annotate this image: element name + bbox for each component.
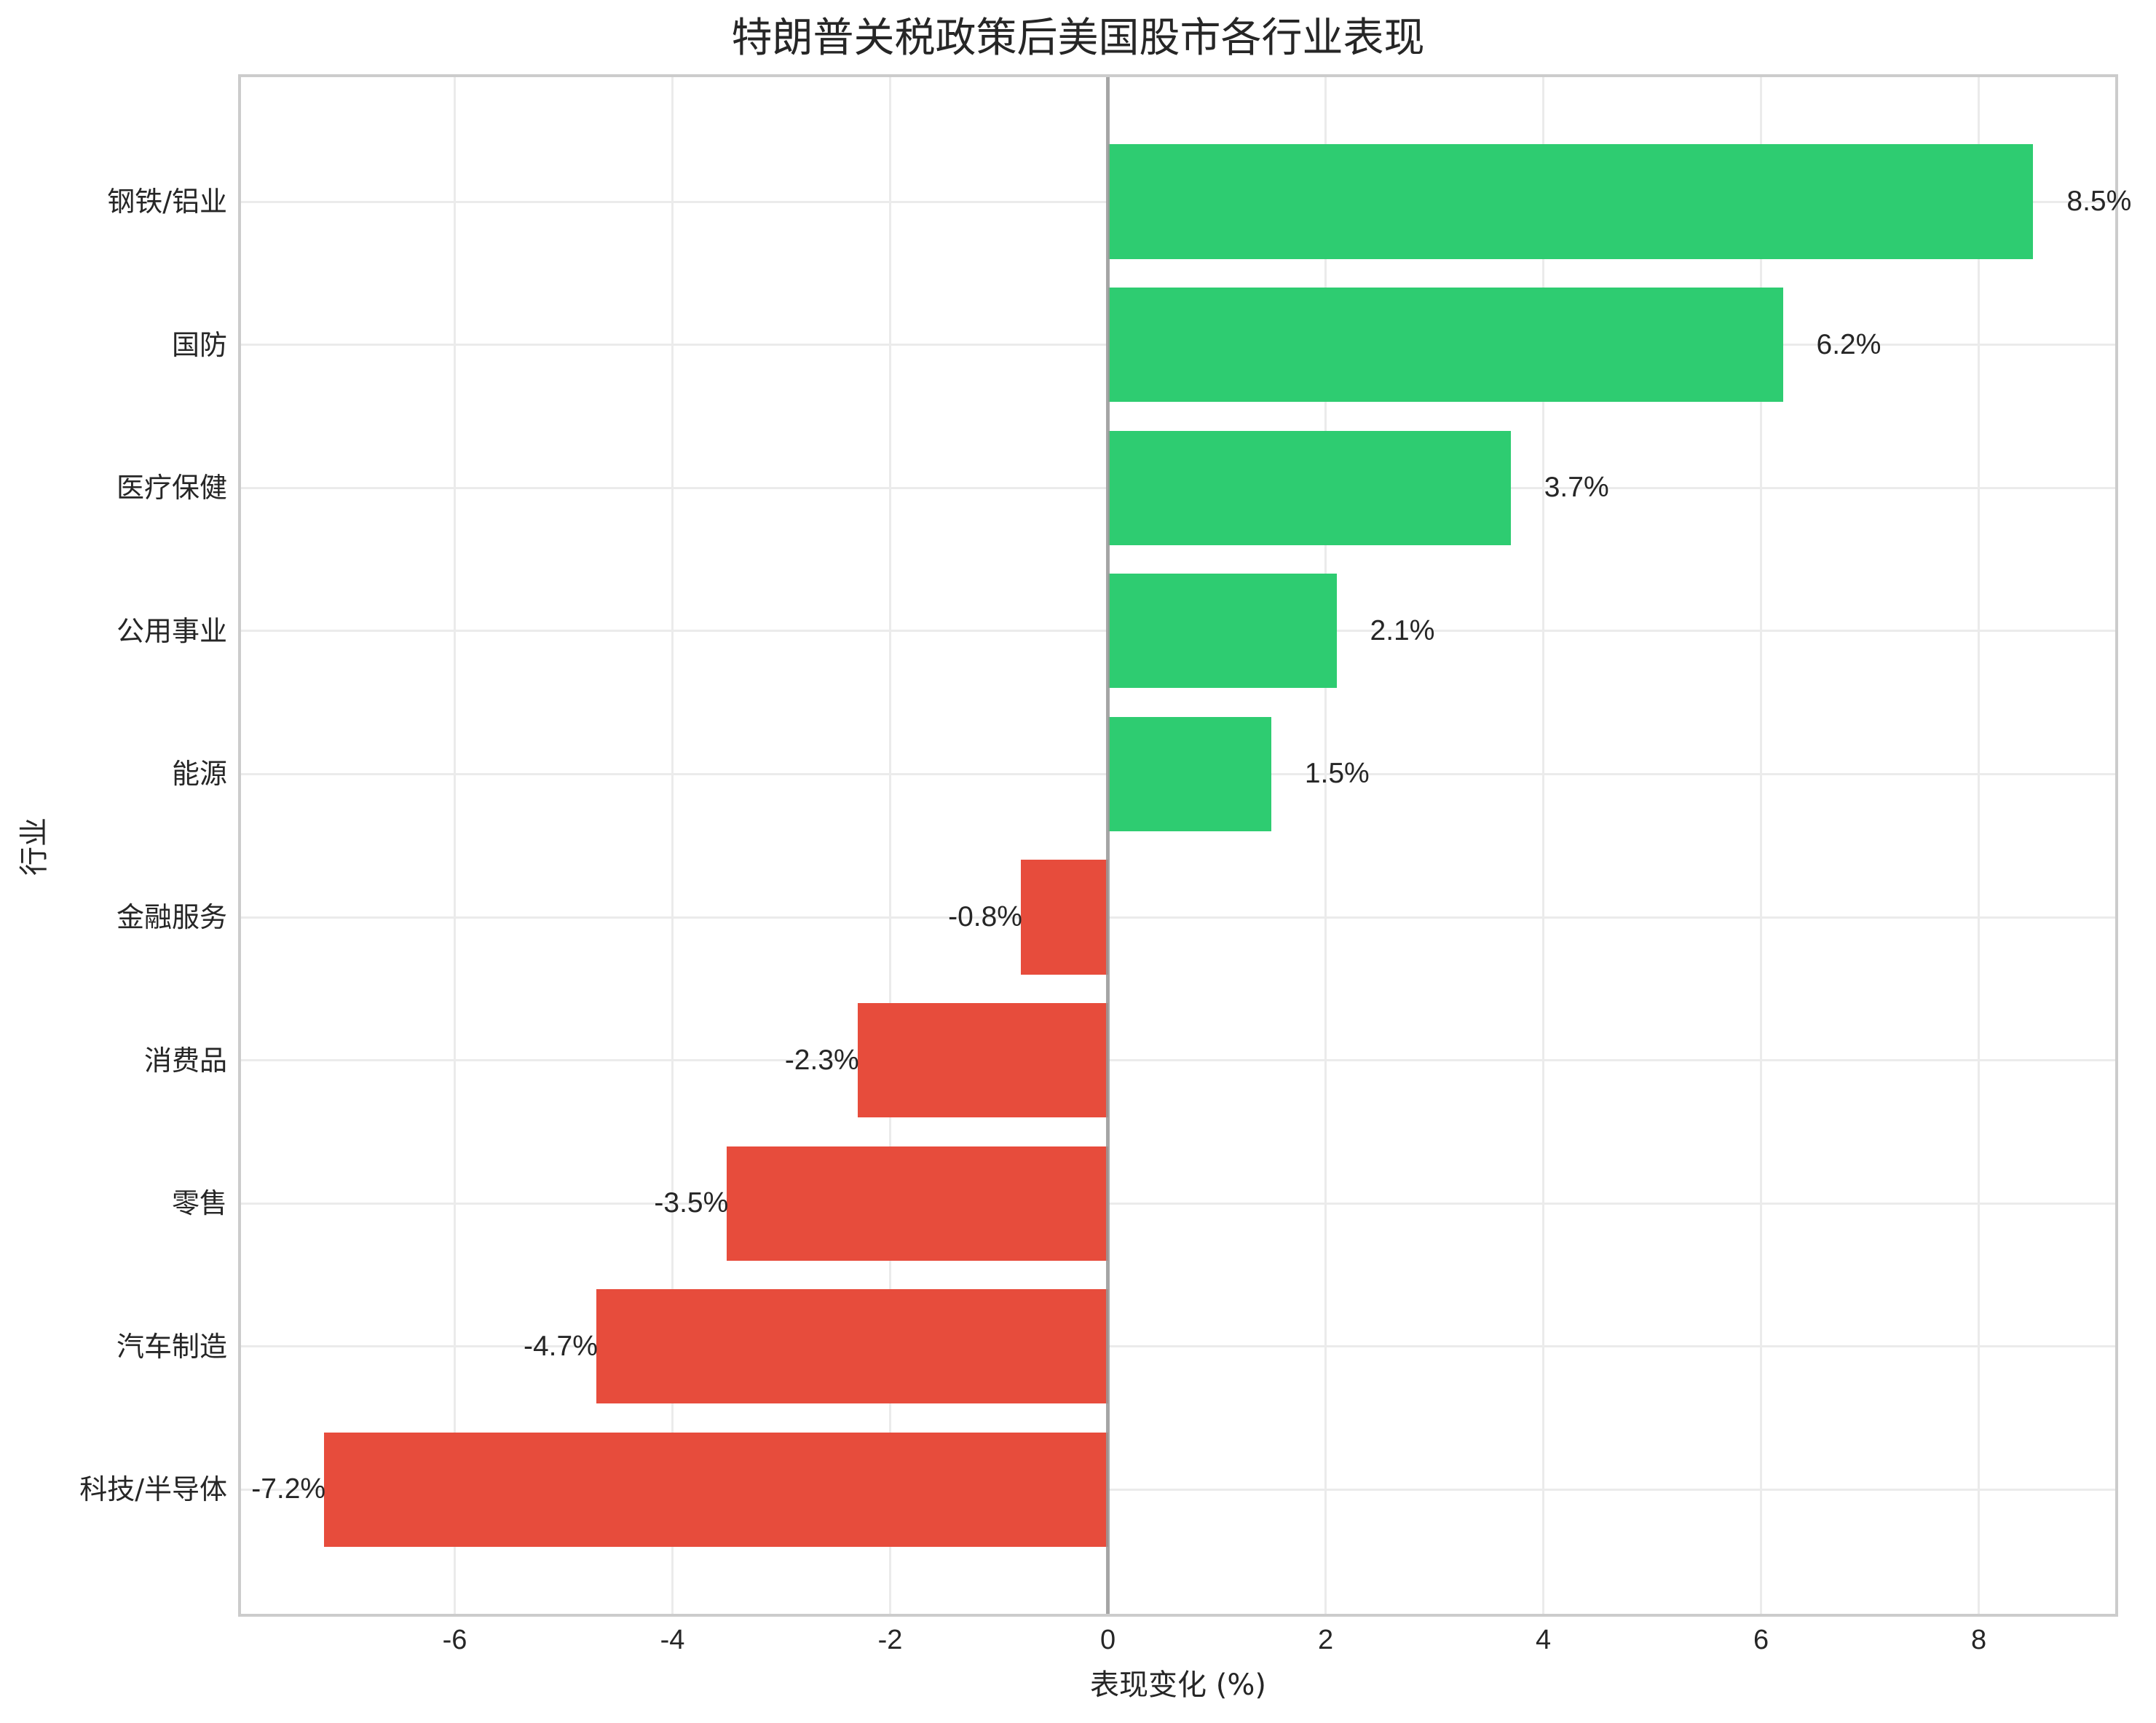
value-label: 3.7% <box>1544 472 1609 504</box>
bar-8 <box>596 1289 1108 1404</box>
y-axis-label: 行业 <box>17 817 51 876</box>
value-label: 1.5% <box>1304 758 1370 790</box>
bar-4 <box>1107 716 1271 832</box>
x-tick-label: -4 <box>660 1625 685 1655</box>
value-label: -3.5% <box>654 1187 729 1219</box>
gridline-y <box>241 916 2115 919</box>
y-tick-label: 钢铁/铝业 <box>107 186 227 218</box>
bar-1 <box>1107 287 1783 403</box>
value-label: -7.2% <box>251 1473 326 1505</box>
x-tick-label: -2 <box>877 1625 903 1655</box>
value-label: 8.5% <box>2066 186 2132 217</box>
bar-6 <box>857 1002 1108 1118</box>
y-tick-label: 科技/半导体 <box>79 1473 227 1506</box>
gridline-y <box>241 1488 2115 1491</box>
value-label: -4.7% <box>524 1330 598 1362</box>
gridline-y <box>241 1202 2115 1205</box>
gridline-y <box>241 1059 2115 1062</box>
value-label: -2.3% <box>784 1044 859 1076</box>
bar-0 <box>1107 144 2034 259</box>
bar-2 <box>1107 430 1511 545</box>
gridline-x <box>454 77 457 1614</box>
x-tick-label: 0 <box>1099 1625 1116 1655</box>
value-label: -0.8% <box>948 901 1022 932</box>
bar-9 <box>324 1432 1108 1548</box>
x-tick-label: -6 <box>442 1625 467 1655</box>
bar-3 <box>1107 574 1337 689</box>
x-tick-label: 6 <box>1753 1625 1769 1655</box>
gridline-x <box>671 77 674 1614</box>
gridline-y <box>241 1345 2115 1348</box>
y-tick-label: 汽车制造 <box>116 1330 227 1363</box>
plot-area: 8.5% 6.2% 3.7% 2.1% 1.5% -0.8% -2.3% -3.5% -4.7%… <box>238 74 2131 1617</box>
y-tick-label: 医疗保健 <box>116 472 227 504</box>
bar-7 <box>727 1146 1108 1261</box>
y-tick-label: 消费品 <box>143 1044 227 1077</box>
gridline-x <box>1978 77 1981 1614</box>
zero-line <box>1106 77 1110 1614</box>
x-tick-label: 4 <box>1536 1625 1552 1655</box>
chart-title: 特朗普关税政策后美国股市各行业表现 <box>731 15 1425 62</box>
gridline-x <box>889 77 892 1614</box>
y-tick-label: 金融服务 <box>116 901 227 933</box>
y-tick-label: 国防 <box>171 328 227 361</box>
y-tick-label: 公用事业 <box>116 614 227 647</box>
value-label: 2.1% <box>1370 614 1435 646</box>
gridline-x <box>1760 77 1763 1614</box>
gridline-x <box>1542 77 1545 1614</box>
x-axis-label: 表现变化 (%) <box>1090 1668 1266 1702</box>
bar-5 <box>1020 860 1108 975</box>
gridline-x <box>1324 77 1327 1614</box>
x-tick-label: 2 <box>1318 1625 1334 1655</box>
value-label: 6.2% <box>1816 328 1881 360</box>
y-tick-label: 零售 <box>171 1187 227 1220</box>
x-tick-label: 8 <box>1971 1625 1987 1655</box>
y-tick-label: 能源 <box>171 758 227 791</box>
